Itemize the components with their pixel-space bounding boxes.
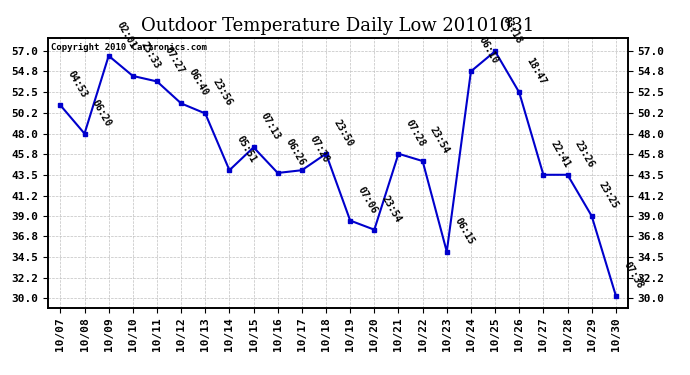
Text: 23:25: 23:25 bbox=[598, 180, 620, 210]
Text: 23:54: 23:54 bbox=[428, 125, 451, 156]
Text: 23:33: 23:33 bbox=[139, 40, 161, 70]
Text: 04:53: 04:53 bbox=[66, 69, 89, 100]
Text: 23:56: 23:56 bbox=[211, 78, 234, 108]
Text: 05:51: 05:51 bbox=[235, 134, 258, 165]
Text: 02:01: 02:01 bbox=[115, 20, 137, 50]
Text: 06:10: 06:10 bbox=[477, 35, 500, 66]
Text: 07:27: 07:27 bbox=[163, 45, 186, 76]
Text: 06:26: 06:26 bbox=[284, 137, 306, 167]
Text: 18:47: 18:47 bbox=[525, 56, 548, 87]
Text: 03:18: 03:18 bbox=[501, 15, 524, 46]
Text: 06:15: 06:15 bbox=[453, 216, 475, 246]
Text: 06:20: 06:20 bbox=[90, 98, 113, 128]
Text: 07:13: 07:13 bbox=[259, 111, 282, 142]
Text: 06:40: 06:40 bbox=[187, 68, 210, 98]
Text: 23:54: 23:54 bbox=[380, 194, 403, 224]
Title: Outdoor Temperature Daily Low 20101031: Outdoor Temperature Daily Low 20101031 bbox=[141, 16, 535, 34]
Text: 23:26: 23:26 bbox=[573, 139, 596, 169]
Text: 07:28: 07:28 bbox=[308, 134, 331, 165]
Text: 07:38: 07:38 bbox=[622, 260, 644, 290]
Text: 23:50: 23:50 bbox=[332, 118, 355, 148]
Text: 07:28: 07:28 bbox=[404, 118, 427, 148]
Text: Copyright 2010 Cartronics.com: Copyright 2010 Cartronics.com bbox=[51, 43, 207, 52]
Text: 07:06: 07:06 bbox=[356, 184, 379, 215]
Text: 22:41: 22:41 bbox=[549, 139, 572, 169]
